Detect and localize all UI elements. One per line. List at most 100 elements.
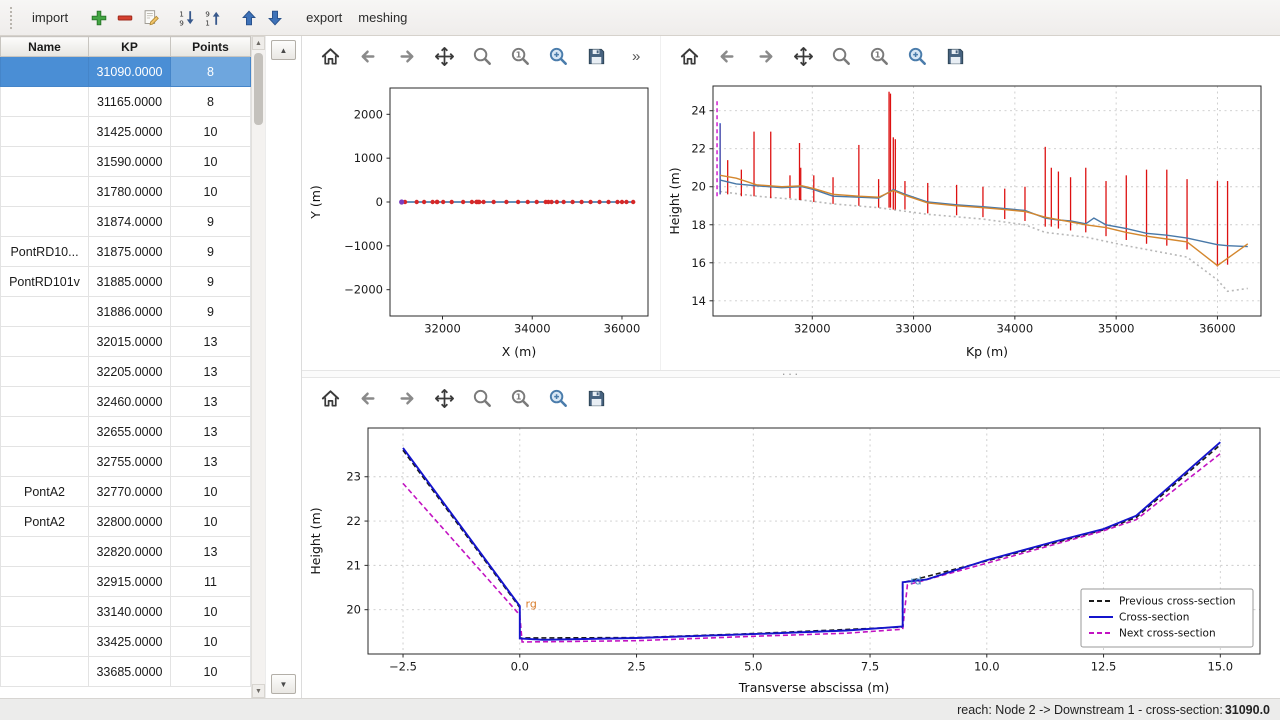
- cell-points[interactable]: 13: [171, 417, 251, 447]
- cell-name[interactable]: PontRD101v: [1, 267, 89, 297]
- cell-kp[interactable]: 33425.0000: [89, 627, 171, 657]
- forward-button[interactable]: [394, 44, 419, 69]
- cell-points[interactable]: 10: [171, 477, 251, 507]
- table-row[interactable]: 32015.000013: [1, 327, 251, 357]
- cell-name[interactable]: [1, 147, 89, 177]
- table-scrollbar[interactable]: ▲ ▼: [251, 36, 265, 698]
- cell-name[interactable]: [1, 327, 89, 357]
- cell-name[interactable]: [1, 657, 89, 687]
- zoom-original-button[interactable]: 1: [867, 44, 892, 69]
- column-header-kp[interactable]: KP: [89, 37, 171, 57]
- cell-points[interactable]: 10: [171, 627, 251, 657]
- cell-kp[interactable]: 32015.0000: [89, 327, 171, 357]
- import-button[interactable]: import: [24, 6, 76, 29]
- zoom-button[interactable]: [470, 386, 495, 411]
- cell-kp[interactable]: 32770.0000: [89, 477, 171, 507]
- cell-points[interactable]: 11: [171, 567, 251, 597]
- remove-cross-section-button[interactable]: [112, 5, 138, 31]
- cell-points[interactable]: 13: [171, 447, 251, 477]
- cell-points[interactable]: 10: [171, 507, 251, 537]
- cell-points[interactable]: 10: [171, 657, 251, 687]
- pan-button[interactable]: [432, 386, 457, 411]
- cell-name[interactable]: [1, 447, 89, 477]
- cell-kp[interactable]: 31780.0000: [89, 177, 171, 207]
- forward-button[interactable]: [753, 44, 778, 69]
- table-row[interactable]: PontRD101v31885.00009: [1, 267, 251, 297]
- add-cross-section-button[interactable]: [86, 5, 112, 31]
- table-row[interactable]: PontA232770.000010: [1, 477, 251, 507]
- table-row[interactable]: PontA232800.000010: [1, 507, 251, 537]
- back-button[interactable]: [356, 44, 381, 69]
- cell-points[interactable]: 10: [171, 597, 251, 627]
- back-button[interactable]: [356, 386, 381, 411]
- cell-kp[interactable]: 31165.0000: [89, 87, 171, 117]
- cell-name[interactable]: [1, 297, 89, 327]
- move-up-button[interactable]: [236, 5, 262, 31]
- cell-points[interactable]: 13: [171, 327, 251, 357]
- cell-name[interactable]: [1, 177, 89, 207]
- table-row[interactable]: 33685.000010: [1, 657, 251, 687]
- cell-name[interactable]: [1, 207, 89, 237]
- cell-kp[interactable]: 31875.0000: [89, 237, 171, 267]
- cell-kp[interactable]: 32820.0000: [89, 537, 171, 567]
- cell-kp[interactable]: 33685.0000: [89, 657, 171, 687]
- save-button[interactable]: [943, 44, 968, 69]
- cell-name[interactable]: [1, 357, 89, 387]
- cell-kp[interactable]: 31425.0000: [89, 117, 171, 147]
- cell-kp[interactable]: 31885.0000: [89, 267, 171, 297]
- cell-points[interactable]: 8: [171, 87, 251, 117]
- table-row[interactable]: 31874.00009: [1, 207, 251, 237]
- cell-name[interactable]: [1, 87, 89, 117]
- zoom-original-button[interactable]: 1: [508, 386, 533, 411]
- trace-chart[interactable]: 320003400036000−2000−1000010002000X (m)Y…: [306, 76, 658, 364]
- cross-section-chart[interactable]: −2.50.02.55.07.510.012.515.020212223Tran…: [306, 418, 1278, 700]
- cell-name[interactable]: [1, 117, 89, 147]
- sort-ascending-button[interactable]: 1 9: [174, 5, 200, 31]
- cell-points[interactable]: 8: [171, 57, 251, 87]
- column-header-points[interactable]: Points: [171, 37, 251, 57]
- table-row[interactable]: 31165.00008: [1, 87, 251, 117]
- cell-points[interactable]: 13: [171, 537, 251, 567]
- table-row[interactable]: 32755.000013: [1, 447, 251, 477]
- home-button[interactable]: [677, 44, 702, 69]
- cell-points[interactable]: 13: [171, 387, 251, 417]
- horizontal-splitter[interactable]: ···: [302, 370, 1280, 378]
- cell-kp[interactable]: 31590.0000: [89, 147, 171, 177]
- cell-kp[interactable]: 32460.0000: [89, 387, 171, 417]
- scroll-to-top-button[interactable]: ▲: [271, 40, 296, 60]
- scrollbar-up-icon[interactable]: ▲: [252, 36, 265, 50]
- table-row[interactable]: 31590.000010: [1, 147, 251, 177]
- meshing-button[interactable]: meshing: [350, 6, 415, 29]
- cell-kp[interactable]: 31874.0000: [89, 207, 171, 237]
- table-row[interactable]: 32460.000013: [1, 387, 251, 417]
- scrollbar-down-icon[interactable]: ▼: [252, 684, 265, 698]
- sort-descending-button[interactable]: 9 1: [200, 5, 226, 31]
- move-down-button[interactable]: [262, 5, 288, 31]
- save-button[interactable]: [584, 44, 609, 69]
- cell-name[interactable]: PontA2: [1, 477, 89, 507]
- back-button[interactable]: [715, 44, 740, 69]
- home-button[interactable]: [318, 44, 343, 69]
- table-row[interactable]: 33140.000010: [1, 597, 251, 627]
- cell-points[interactable]: 9: [171, 297, 251, 327]
- edit-cross-section-button[interactable]: [138, 5, 164, 31]
- cell-points[interactable]: 9: [171, 267, 251, 297]
- cross-section-table[interactable]: NameKPPoints 31090.0000831165.0000831425…: [0, 36, 251, 687]
- table-row[interactable]: 32915.000011: [1, 567, 251, 597]
- cell-name[interactable]: PontRD10...: [1, 237, 89, 267]
- cell-points[interactable]: 10: [171, 117, 251, 147]
- scrollbar-track[interactable]: [252, 50, 265, 684]
- zoom-original-button[interactable]: 1: [508, 44, 533, 69]
- toolbar-overflow-button[interactable]: »: [632, 48, 640, 65]
- cell-name[interactable]: [1, 387, 89, 417]
- cell-points[interactable]: 10: [171, 147, 251, 177]
- table-row[interactable]: 33425.000010: [1, 627, 251, 657]
- cell-kp[interactable]: 32755.0000: [89, 447, 171, 477]
- table-row[interactable]: 32820.000013: [1, 537, 251, 567]
- cell-kp[interactable]: 31090.0000: [89, 57, 171, 87]
- scroll-to-bottom-button[interactable]: ▼: [271, 674, 296, 694]
- table-row[interactable]: 31886.00009: [1, 297, 251, 327]
- cell-name[interactable]: PontA2: [1, 507, 89, 537]
- zoom-area-button[interactable]: [905, 44, 930, 69]
- table-row[interactable]: 32205.000013: [1, 357, 251, 387]
